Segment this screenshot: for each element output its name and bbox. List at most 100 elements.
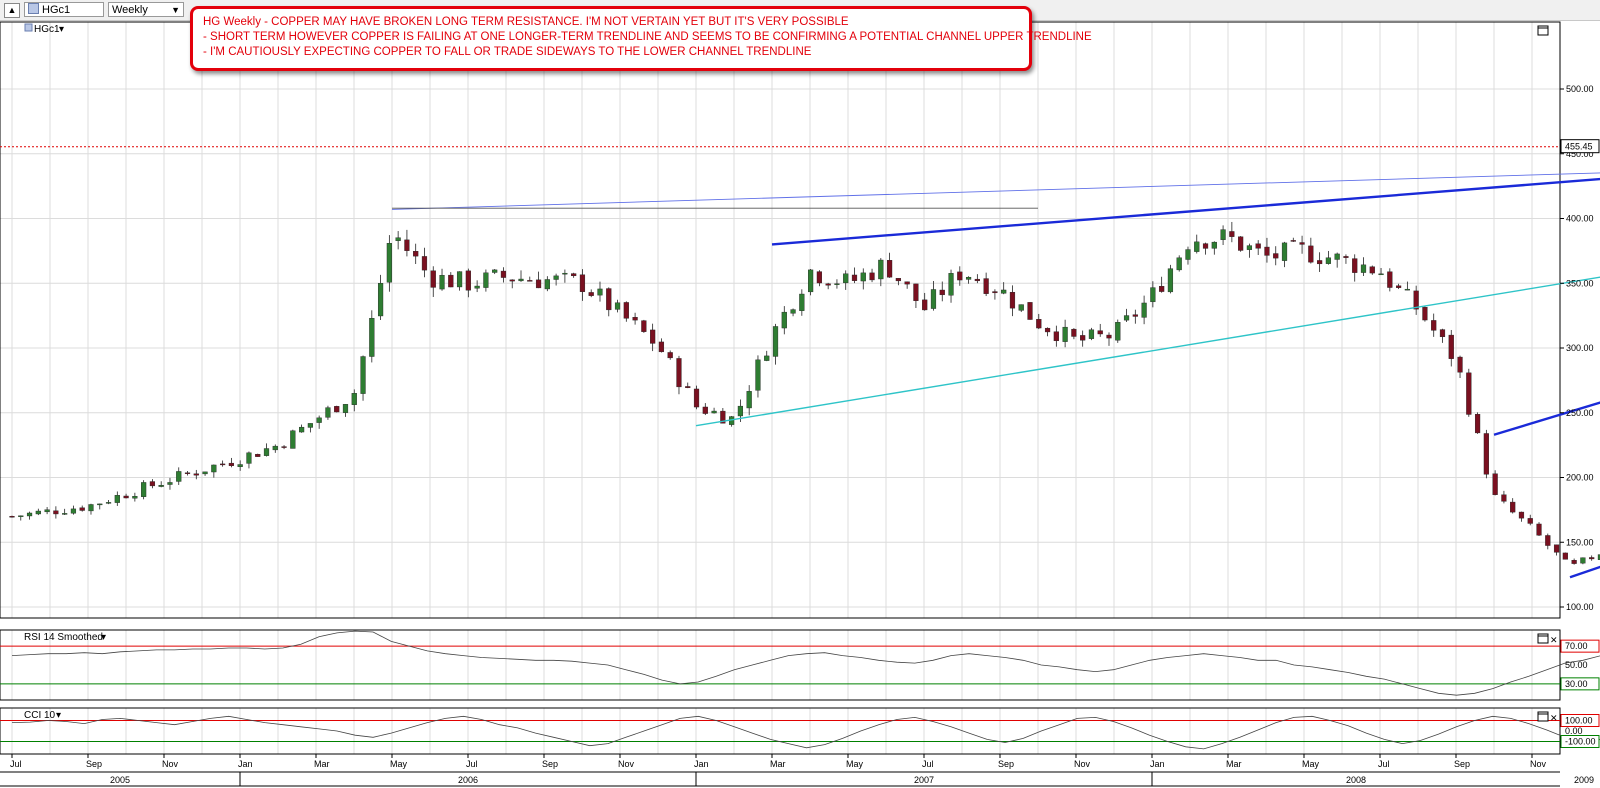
candle: [623, 301, 629, 322]
trendlines: [391, 172, 1600, 579]
candle-body: [325, 407, 331, 418]
candle: [404, 229, 410, 257]
candle-body: [623, 302, 629, 319]
candle-body: [1123, 315, 1130, 321]
maximize-icon[interactable]: [1537, 25, 1549, 36]
candle: [123, 493, 129, 499]
cci-y-badge: [1560, 714, 1600, 727]
symbol-input[interactable]: HGc1: [24, 2, 104, 17]
rsi-line: [11, 630, 1600, 696]
candle: [1334, 252, 1340, 268]
candle-body: [360, 356, 366, 394]
candle: [1053, 325, 1059, 347]
candle: [579, 269, 586, 301]
candle: [1396, 283, 1402, 290]
candle: [448, 272, 454, 288]
candle-body: [1220, 229, 1226, 240]
candle-body: [667, 352, 673, 359]
close-icon[interactable]: ✕: [1550, 635, 1558, 645]
trendline: [695, 276, 1600, 427]
candle: [1159, 276, 1165, 293]
rsi-y-badge: [1560, 639, 1600, 653]
candle: [395, 231, 401, 250]
candle: [1001, 282, 1007, 295]
candle-body: [149, 481, 156, 487]
annotation-line-2: - SHORT TERM HOWEVER COPPER IS FAILING A…: [203, 31, 1092, 43]
candle: [658, 338, 665, 353]
candle-body: [123, 495, 129, 499]
candle: [948, 269, 954, 303]
interval-select[interactable]: Weekly ▼: [108, 2, 184, 17]
candle-body: [53, 510, 59, 515]
candle: [1466, 368, 1472, 417]
candle-body: [650, 329, 656, 344]
candle-body: [1553, 544, 1560, 553]
candle-body: [922, 299, 928, 311]
candle: [53, 506, 59, 519]
candle: [1009, 285, 1016, 317]
chevron-down-icon: ▼: [171, 5, 180, 15]
candle: [553, 273, 559, 286]
candle-body: [886, 260, 893, 278]
candle: [755, 355, 761, 398]
candle: [1474, 412, 1481, 434]
candle: [895, 278, 901, 286]
maximize-icon[interactable]: [1537, 633, 1549, 644]
candle-body: [88, 504, 94, 512]
candle: [1545, 533, 1551, 550]
candle-body: [1360, 264, 1367, 273]
candle: [614, 299, 621, 313]
candle: [1097, 323, 1103, 337]
candle: [62, 508, 68, 515]
candle-body: [939, 289, 945, 296]
candle-body: [562, 272, 568, 275]
price-y-tick-label: 350.00: [1566, 278, 1594, 288]
candle: [1369, 265, 1375, 275]
candle-body: [1194, 241, 1200, 252]
candle: [1343, 254, 1349, 264]
candle-body: [518, 278, 524, 282]
candle: [1080, 330, 1086, 347]
candle: [1273, 246, 1279, 266]
maximize-icon[interactable]: [1537, 711, 1549, 722]
candle-body: [255, 453, 261, 457]
candle-body: [1238, 236, 1244, 251]
candle-body: [808, 269, 814, 293]
close-icon[interactable]: ✕: [1550, 713, 1558, 723]
candle-body: [1264, 246, 1270, 256]
candle: [930, 280, 937, 311]
candle: [184, 470, 191, 476]
x-month-label: Jul: [466, 759, 478, 769]
candle-body: [413, 251, 419, 257]
candle: [465, 268, 471, 298]
candle: [843, 270, 849, 290]
candle-body: [1132, 314, 1138, 317]
candle: [527, 276, 533, 282]
symbol-icon: [24, 23, 33, 32]
candle-body: [1334, 253, 1340, 260]
candle-body: [1088, 329, 1095, 339]
candle: [9, 515, 15, 518]
candle-body: [1167, 268, 1174, 293]
cci-panel-title: CCI 10: [24, 710, 56, 721]
candle: [676, 355, 682, 395]
x-month-label: Nov: [1074, 759, 1091, 769]
candle-body: [904, 281, 910, 285]
collapse-toggle-button[interactable]: ▲: [4, 3, 20, 18]
candle: [1360, 257, 1367, 277]
candle: [325, 405, 331, 420]
candle: [562, 269, 568, 283]
candle-body: [720, 410, 726, 424]
candle: [35, 508, 41, 516]
candle: [808, 268, 814, 296]
candle: [992, 289, 998, 300]
cci-y-badge: [1560, 735, 1600, 748]
candle: [1352, 254, 1358, 282]
candle-body: [263, 448, 270, 456]
candle: [149, 479, 156, 489]
candle-body: [676, 358, 682, 388]
candle-body: [544, 279, 550, 290]
candle-body: [1501, 494, 1507, 502]
candle: [834, 279, 840, 289]
candle-body: [772, 326, 779, 357]
